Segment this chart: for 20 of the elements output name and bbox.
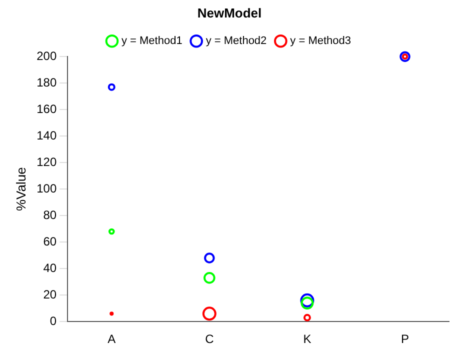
- legend-label: y = Method2: [206, 35, 267, 48]
- legend-label: y = Method1: [121, 35, 182, 48]
- y-tick-label: 0: [50, 314, 57, 328]
- y-tick-label: 140: [36, 128, 57, 142]
- x-tick-label: K: [303, 332, 312, 346]
- y-tick-label: 180: [36, 75, 57, 90]
- x-tick-label: A: [108, 332, 116, 346]
- y-tick-label: 160: [36, 102, 57, 116]
- y-tick-label: 120: [36, 154, 57, 169]
- y-tick-label: 40: [43, 260, 57, 275]
- chart-title: NewModel: [197, 5, 262, 20]
- x-tick-label: C: [205, 332, 214, 346]
- y-tick-label: 60: [43, 234, 57, 248]
- y-tick-label: 80: [43, 208, 57, 222]
- y-tick-label: 20: [43, 287, 57, 302]
- y-axis-title: %Value: [13, 167, 28, 212]
- x-tick-label: P: [400, 332, 410, 346]
- legend-label: y = Method3: [290, 35, 352, 48]
- y-tick-label: 100: [36, 181, 57, 196]
- y-tick-label: 200: [36, 48, 57, 63]
